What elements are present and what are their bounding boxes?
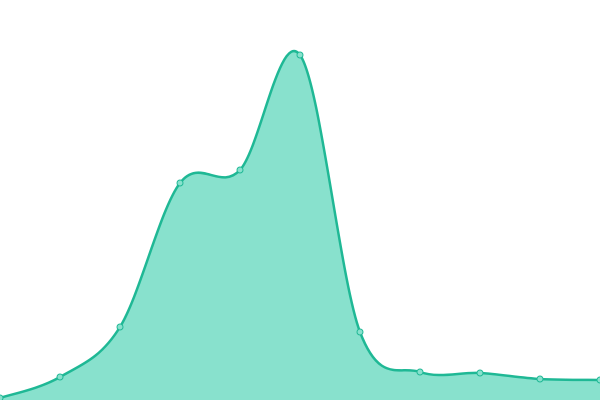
data-point [116, 323, 124, 331]
data-point [176, 179, 184, 187]
data-point [416, 368, 424, 376]
area-fill [0, 51, 600, 400]
data-point [0, 394, 4, 400]
data-point [236, 166, 244, 174]
data-point [596, 376, 600, 384]
data-point [476, 369, 484, 377]
data-point [296, 51, 304, 59]
area-line [0, 50, 600, 400]
data-point [56, 373, 64, 381]
data-point [356, 328, 364, 336]
data-point [536, 375, 544, 383]
